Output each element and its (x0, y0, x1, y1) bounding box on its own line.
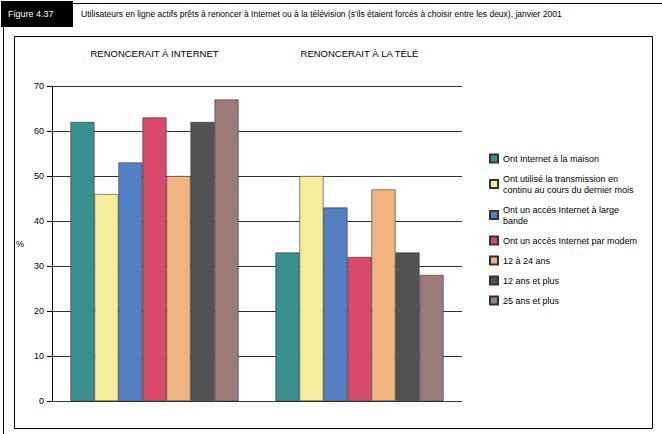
svg-text:0: 0 (39, 396, 44, 406)
svg-text:Ont un accès Internet à large: Ont un accès Internet à large (503, 205, 622, 215)
svg-text:continu au cours du dernier mo: continu au cours du dernier mois (503, 185, 634, 195)
svg-text:RENONCERAIT À LA TÉLÉ: RENONCERAIT À LA TÉLÉ (301, 48, 419, 59)
svg-text:40: 40 (34, 216, 44, 226)
svg-text:Utilisateurs en ligne actifs p: Utilisateurs en ligne actifs prêts à ren… (81, 9, 562, 19)
svg-text:50: 50 (34, 171, 44, 181)
svg-text:25 ans et plus: 25 ans et plus (503, 296, 560, 306)
svg-text:%: % (16, 239, 24, 249)
svg-text:30: 30 (34, 261, 44, 271)
svg-text:70: 70 (34, 81, 44, 91)
svg-text:20: 20 (34, 306, 44, 316)
svg-text:60: 60 (34, 126, 44, 136)
svg-text:Figure 4.37: Figure 4.37 (8, 9, 54, 19)
svg-text:10: 10 (34, 351, 44, 361)
svg-text:RENONCERAIT À INTERNET: RENONCERAIT À INTERNET (90, 48, 218, 59)
svg-text:bande: bande (503, 216, 528, 226)
svg-text:Ont un accès Internet par mode: Ont un accès Internet par modem (503, 236, 637, 246)
svg-text:Ont utilisé la transmission en: Ont utilisé la transmission en (503, 174, 621, 184)
svg-text:Ont Internet à la maison: Ont Internet à la maison (503, 154, 599, 164)
svg-text:12 à 24 ans: 12 à 24 ans (503, 256, 551, 266)
svg-text:12 ans et plus: 12 ans et plus (503, 276, 560, 286)
